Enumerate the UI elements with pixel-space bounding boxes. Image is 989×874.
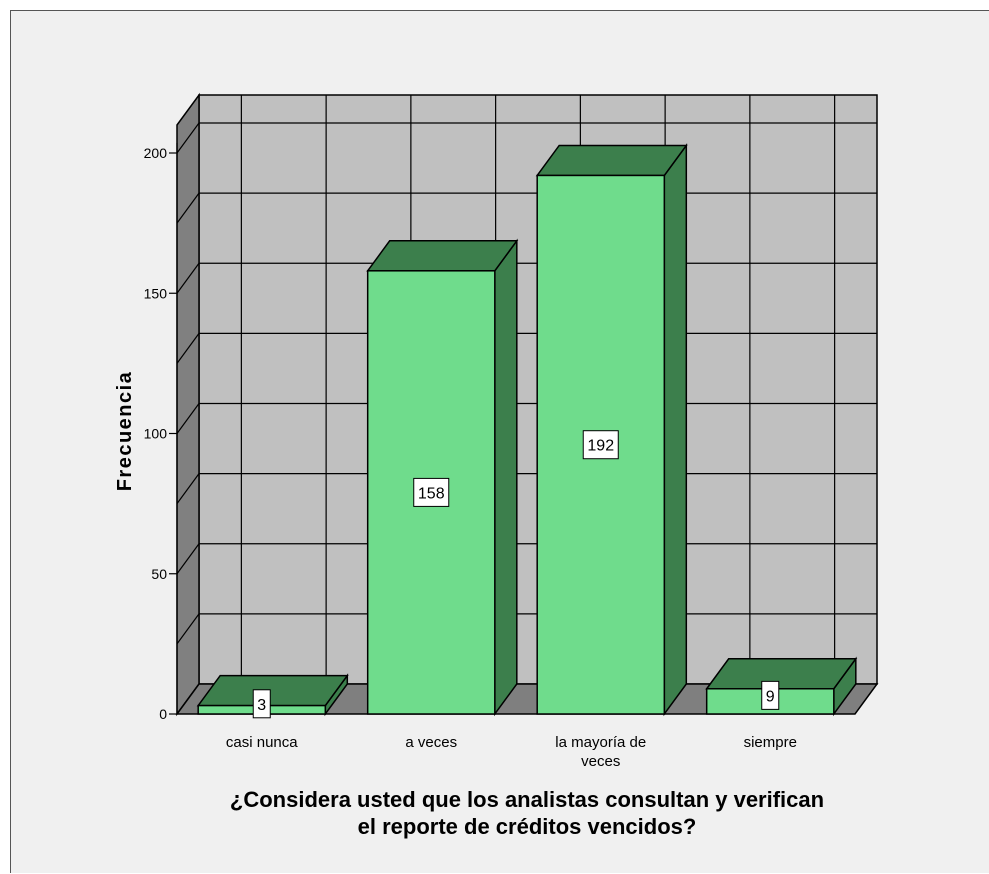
y-tick-label: 0 <box>159 706 167 722</box>
gridline-side <box>176 262 200 294</box>
data-label-box <box>413 477 450 507</box>
y-axis-title: Frecuencia <box>114 371 136 492</box>
data-label-box <box>582 430 619 460</box>
gridline-side <box>176 403 200 434</box>
data-label-box <box>252 689 271 719</box>
x-tick-label: a veces <box>405 734 457 751</box>
chart-frame: 0 50 100 150 200 3 casi nunca 158 a veces 192 la m… <box>10 10 989 873</box>
y-tick-label: 200 <box>144 145 168 161</box>
x-tick-label: siempre <box>744 734 797 751</box>
x-tick-label: casi nunca <box>226 734 298 751</box>
bar-top <box>535 144 688 177</box>
bar <box>366 270 496 715</box>
bar-top <box>366 240 519 272</box>
y-tick-label: 50 <box>151 566 167 582</box>
bar-chart: 0 50 100 150 200 3 casi nunca 158 a veces 192 la m… <box>114 92 879 839</box>
side-wall <box>176 92 200 717</box>
x-axis-title: ¿Considera usted que los analistas consu… <box>230 787 824 812</box>
gridline-side <box>176 333 200 364</box>
bar-top <box>705 658 858 690</box>
x-axis-title: el reporte de créditos vencidos? <box>358 814 697 839</box>
data-label: 158 <box>418 485 445 502</box>
y-tick-label: 100 <box>144 426 168 442</box>
gridline-side <box>176 613 200 645</box>
y-tick-label: 150 <box>144 285 168 301</box>
data-label: 192 <box>587 438 614 455</box>
gridline-side <box>176 122 200 154</box>
bar-side <box>494 238 518 717</box>
x-tick-label: veces <box>581 753 620 770</box>
bar-side <box>663 143 688 717</box>
data-label-box <box>761 680 780 710</box>
gridline-side <box>176 192 200 224</box>
data-label: 9 <box>766 688 775 705</box>
bar-top <box>196 674 349 707</box>
x-tick-label: la mayoría de <box>555 734 646 751</box>
data-label: 3 <box>257 697 266 714</box>
gridline-side <box>176 543 200 575</box>
gridline-side <box>176 473 200 504</box>
